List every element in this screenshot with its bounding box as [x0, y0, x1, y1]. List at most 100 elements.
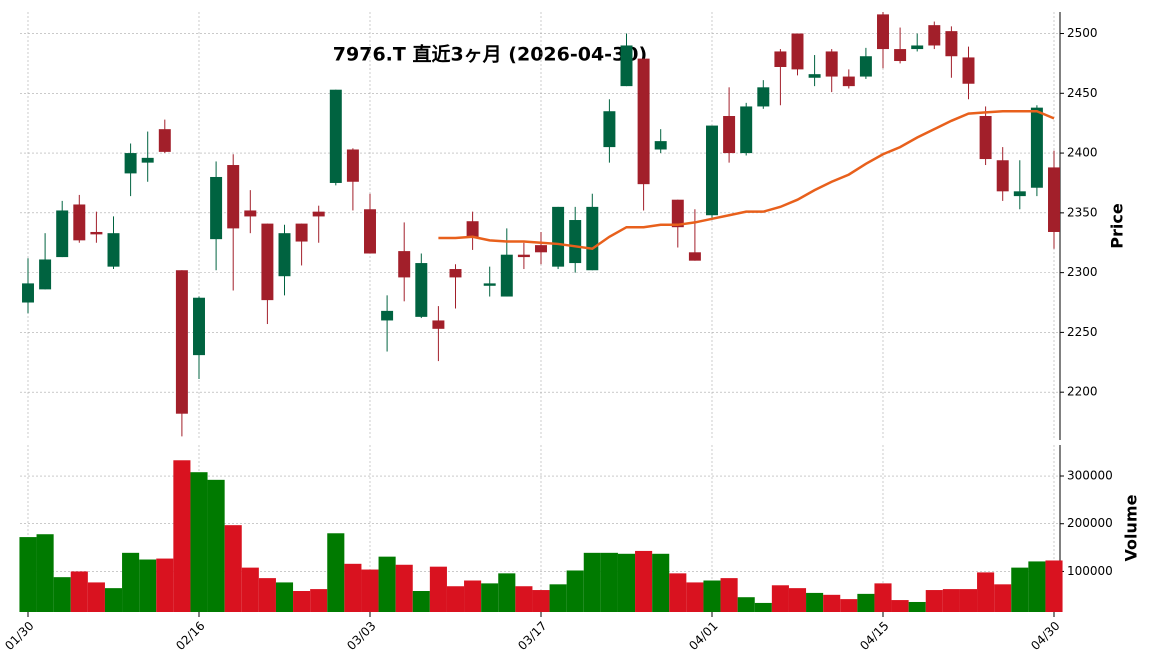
y-tick-label: 2450 — [1067, 86, 1098, 100]
candle-body — [500, 254, 513, 297]
volume-bar — [327, 533, 345, 612]
volume-bar — [87, 582, 105, 612]
candle-body — [227, 165, 240, 229]
volume-bar — [361, 569, 379, 612]
candle-body — [22, 283, 34, 303]
volume-bar — [806, 592, 824, 612]
y-tick-label: 300000 — [1067, 469, 1113, 483]
volume-bar — [275, 582, 294, 612]
y-tick-label: 2250 — [1067, 325, 1098, 339]
candle-body — [757, 87, 770, 107]
candle-body — [1048, 167, 1060, 232]
candle-body — [859, 56, 872, 77]
candle-body — [1030, 107, 1043, 188]
volume-bar — [840, 599, 858, 612]
candle-body — [808, 74, 821, 78]
candle-body — [774, 51, 787, 67]
candle-body — [723, 116, 736, 154]
candle-body — [620, 45, 633, 87]
volume-bar — [874, 583, 892, 612]
candle-body — [637, 58, 650, 185]
candle-body — [517, 254, 530, 258]
candle-body — [740, 106, 753, 154]
volume-bar — [994, 584, 1012, 612]
candle-body — [39, 259, 52, 290]
candle-body — [364, 209, 376, 254]
x-tick-label: 01/30 — [2, 619, 36, 653]
candle-body — [90, 231, 103, 235]
candle-body — [56, 210, 69, 258]
volume-bar — [1028, 561, 1046, 612]
candle-body — [295, 223, 308, 242]
candle-body — [278, 233, 291, 277]
y-tick-label: 2300 — [1067, 265, 1098, 279]
volume-bar — [481, 583, 499, 612]
candle-body — [586, 206, 599, 271]
volume-bar — [617, 553, 636, 612]
volume-bar — [703, 580, 721, 612]
candle-body — [432, 320, 445, 329]
candle-body — [552, 206, 565, 267]
chart-title: 7976.T 直近3ヶ月 (2026-04-30) — [333, 43, 647, 66]
volume-bar — [293, 591, 311, 612]
candle-body — [671, 199, 684, 228]
candle-body — [979, 116, 992, 160]
candle-body — [398, 251, 411, 278]
candle-body — [210, 176, 223, 240]
candle-body — [706, 125, 718, 216]
volume-bar — [139, 559, 157, 612]
candle-body — [825, 51, 838, 77]
volume-bar — [310, 589, 328, 612]
volume-bar — [942, 589, 960, 612]
volume-bar — [258, 578, 276, 612]
candle-body — [911, 45, 924, 50]
candle-body — [244, 210, 257, 217]
candle-body — [124, 153, 137, 174]
volume-bar — [173, 460, 191, 612]
volume-bar — [224, 525, 242, 612]
volume-bar — [104, 588, 123, 612]
volume-bar — [549, 584, 567, 612]
candle-body — [261, 223, 274, 301]
y-axis-label: Volume — [1122, 494, 1141, 561]
volume-bar — [977, 572, 995, 612]
x-tick-label: 04/15 — [857, 619, 891, 653]
volume-bar — [498, 573, 516, 612]
candle-body — [569, 220, 582, 264]
x-tick-label: 04/30 — [1028, 619, 1062, 653]
candle-body — [466, 221, 479, 238]
candle-body — [193, 297, 205, 356]
volume-bar — [771, 585, 789, 612]
volume-bar — [669, 573, 687, 612]
moving-average-line — [438, 109, 1055, 251]
candle-body — [312, 211, 325, 217]
volume-bar — [788, 588, 807, 612]
volume-bar — [652, 553, 670, 612]
candle-body — [158, 129, 171, 152]
volume-bar — [412, 591, 430, 612]
volume-bar — [583, 552, 601, 612]
x-tick-label: 03/17 — [515, 619, 549, 653]
x-tick-label: 04/01 — [686, 619, 720, 653]
volume-bar — [737, 597, 755, 612]
candle-body — [603, 111, 616, 148]
candle-body — [945, 31, 958, 57]
volume-bar — [720, 578, 738, 612]
volume-bar — [207, 479, 225, 612]
candle-body — [175, 270, 188, 414]
volume-bar — [446, 586, 465, 612]
y-tick-label: 2400 — [1067, 146, 1098, 160]
candle-body — [791, 33, 804, 70]
candle-body — [415, 263, 428, 317]
volume-bar — [925, 590, 943, 612]
y-tick-label: 2200 — [1067, 385, 1098, 399]
candle-body — [535, 245, 547, 253]
candle-body — [346, 149, 359, 182]
y-tick-label: 2500 — [1067, 26, 1098, 40]
volume-bar — [1011, 567, 1029, 612]
volume-bar — [36, 534, 54, 612]
candle-body — [449, 269, 462, 278]
candle-body — [329, 89, 342, 183]
volume-bar — [532, 590, 550, 612]
